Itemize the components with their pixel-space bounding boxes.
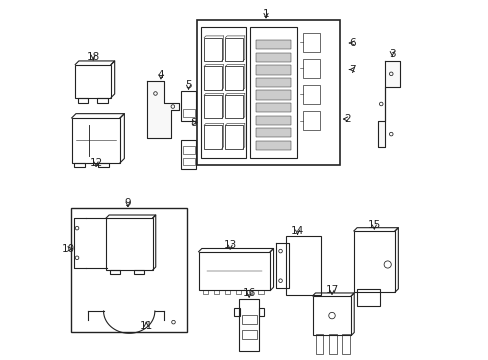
Bar (181, 91, 196, 121)
Text: 15: 15 (367, 220, 380, 230)
Text: 9: 9 (124, 198, 131, 208)
Bar (71, 208, 187, 332)
Bar (258, 291, 263, 294)
Bar (328, 334, 336, 354)
Bar (183, 109, 194, 117)
Bar (75, 64, 111, 98)
Text: 16: 16 (242, 288, 255, 298)
Bar (255, 66, 291, 75)
Bar (255, 40, 291, 49)
Bar (241, 315, 256, 324)
Bar (203, 67, 222, 90)
Bar (353, 231, 394, 292)
Bar (285, 236, 320, 296)
Bar (236, 291, 241, 294)
Text: 13: 13 (223, 240, 236, 250)
Bar (255, 128, 291, 137)
Bar (183, 146, 194, 154)
Bar (201, 27, 245, 158)
Bar (203, 95, 222, 118)
Polygon shape (147, 81, 178, 138)
Bar (255, 53, 291, 62)
Text: 11: 11 (140, 321, 153, 330)
Text: 8: 8 (189, 118, 196, 128)
Bar (312, 296, 351, 335)
Text: 6: 6 (348, 38, 355, 48)
Bar (225, 125, 243, 149)
Bar (356, 289, 379, 306)
Bar (106, 218, 152, 270)
Bar (247, 291, 252, 294)
Bar (203, 125, 222, 149)
Bar (203, 291, 207, 294)
Text: 17: 17 (325, 285, 338, 296)
Bar (225, 38, 243, 61)
Bar (98, 163, 109, 167)
Text: 18: 18 (86, 52, 100, 62)
Bar (255, 90, 291, 100)
Bar (72, 118, 120, 163)
Bar (342, 334, 349, 354)
Bar (214, 291, 219, 294)
Bar (181, 140, 196, 169)
Bar (109, 270, 120, 274)
Bar (302, 111, 319, 130)
Bar (197, 20, 339, 165)
Bar (238, 300, 259, 351)
Bar (78, 98, 88, 103)
Text: 10: 10 (62, 244, 75, 254)
Bar (255, 78, 291, 87)
Bar (97, 98, 107, 103)
Bar (258, 308, 264, 316)
Text: 1: 1 (262, 9, 269, 19)
Bar (255, 103, 291, 112)
Bar (255, 116, 291, 125)
Text: 2: 2 (343, 114, 350, 124)
Bar (134, 270, 144, 274)
Text: 3: 3 (388, 49, 395, 59)
Bar (249, 27, 297, 158)
Bar (255, 141, 291, 150)
Bar (225, 67, 243, 90)
Text: 5: 5 (185, 80, 191, 90)
Bar (183, 158, 194, 165)
Bar (225, 95, 243, 118)
Bar (302, 85, 319, 104)
Text: 4: 4 (157, 69, 164, 80)
Bar (224, 291, 230, 294)
Bar (74, 163, 84, 167)
Bar (315, 334, 323, 354)
Bar (198, 252, 270, 291)
Polygon shape (377, 61, 399, 147)
Bar (241, 329, 256, 339)
Text: 14: 14 (290, 226, 304, 236)
Bar (302, 59, 319, 78)
Bar (203, 38, 222, 61)
Text: 12: 12 (89, 158, 102, 168)
Text: 7: 7 (348, 64, 355, 75)
Bar (234, 308, 239, 316)
Bar (302, 33, 319, 51)
